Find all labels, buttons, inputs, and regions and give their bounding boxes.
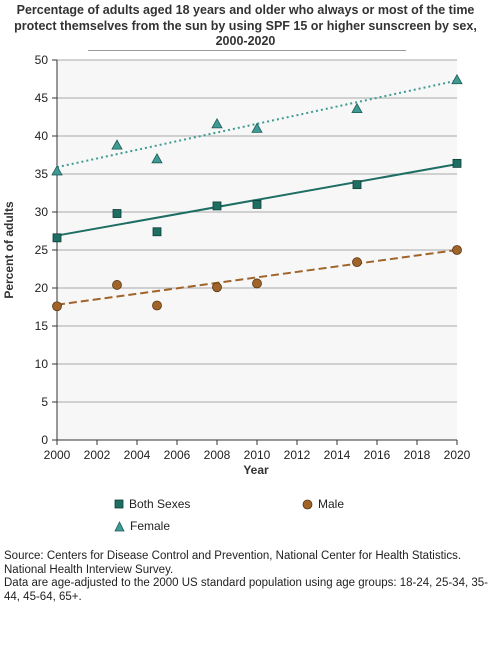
x-tick-label: 2000 bbox=[44, 448, 71, 462]
grid-lines bbox=[57, 59, 457, 403]
source-note: Source: Centers for Disease Control and … bbox=[4, 550, 462, 576]
data-point-female bbox=[211, 118, 223, 129]
data-point-female bbox=[251, 122, 263, 133]
title-divider bbox=[88, 50, 406, 51]
y-axis-label: Percent of adults bbox=[2, 201, 16, 299]
data-points bbox=[51, 73, 463, 312]
y-tick-label: 5 bbox=[41, 395, 48, 409]
x-tick-label: 2010 bbox=[244, 448, 271, 462]
data-point-both-sexes bbox=[352, 180, 362, 190]
data-point-male bbox=[212, 282, 222, 293]
legend-item-female[interactable]: Female bbox=[114, 519, 170, 533]
trendline-male bbox=[56, 249, 458, 306]
y-tick-label: 15 bbox=[35, 319, 49, 333]
age-adjustment-note: Data are age-adjusted to the 2000 US sta… bbox=[4, 577, 488, 603]
data-point-female bbox=[451, 73, 463, 85]
data-point-female bbox=[111, 139, 123, 150]
chart-title: Percentage of adults aged 18 years and o… bbox=[14, 3, 477, 48]
trendline-both-sexes bbox=[56, 163, 458, 237]
y-tick-label: 45 bbox=[35, 91, 49, 105]
data-point-both-sexes bbox=[212, 201, 222, 211]
x-tick-label: 2018 bbox=[404, 448, 431, 462]
legend-label-both-sexes: Both Sexes bbox=[129, 497, 191, 511]
y-tick-label: 10 bbox=[35, 357, 49, 371]
data-point-both-sexes bbox=[112, 209, 122, 218]
data-point-female bbox=[151, 152, 163, 164]
x-tick-label: 2014 bbox=[324, 448, 351, 462]
y-tick-label: 30 bbox=[35, 205, 49, 219]
x-tick-label: 2002 bbox=[84, 448, 111, 462]
x-tick-label: 2008 bbox=[204, 448, 231, 462]
data-point-male bbox=[352, 257, 362, 268]
data-point-both-sexes bbox=[152, 227, 162, 237]
y-tick-label: 50 bbox=[35, 53, 49, 67]
data-point-female bbox=[351, 102, 363, 114]
legend-label-male: Male bbox=[318, 497, 345, 511]
data-point-male bbox=[252, 278, 262, 289]
data-point-both-sexes bbox=[52, 233, 62, 243]
data-point-female bbox=[51, 165, 63, 176]
x-tick-label: 2004 bbox=[124, 448, 151, 462]
y-tick-label: 40 bbox=[35, 129, 49, 143]
data-point-male bbox=[112, 280, 122, 290]
data-point-both-sexes bbox=[252, 199, 262, 209]
y-tick-label: 0 bbox=[41, 433, 48, 447]
y-tick-label: 20 bbox=[35, 281, 49, 295]
trendline-female bbox=[56, 79, 458, 169]
x-tick-label: 2012 bbox=[284, 448, 311, 462]
legend-item-both-sexes[interactable]: Both Sexes bbox=[114, 497, 190, 511]
square-marker-icon bbox=[114, 499, 124, 509]
x-tick-label: 2020 bbox=[444, 448, 471, 462]
x-axis-label: Year bbox=[243, 463, 269, 477]
data-point-male bbox=[452, 245, 462, 255]
legend-item-male[interactable]: Male bbox=[302, 497, 344, 511]
x-tick-label: 2016 bbox=[364, 448, 391, 462]
legend-label-female: Female bbox=[130, 519, 171, 533]
chart-footer: Source: Centers for Disease Control and … bbox=[4, 550, 488, 604]
axes: 0 5 10 15 20 25 30 35 40 45 50 2000 2002 2004 2006 2008… bbox=[35, 53, 471, 462]
y-tick-label: 35 bbox=[35, 167, 49, 181]
circle-marker-icon bbox=[302, 499, 313, 509]
data-point-male bbox=[152, 300, 162, 311]
data-point-both-sexes bbox=[452, 158, 462, 168]
x-tick-label: 2006 bbox=[164, 448, 191, 462]
chart-plot: 0 5 10 15 20 25 30 35 40 45 50 2000 2002 2004 2006 2008… bbox=[2, 53, 471, 477]
data-point-male bbox=[52, 301, 62, 312]
triangle-marker-icon bbox=[114, 520, 125, 531]
y-tick-label: 25 bbox=[35, 243, 49, 257]
trend-lines bbox=[56, 79, 458, 306]
